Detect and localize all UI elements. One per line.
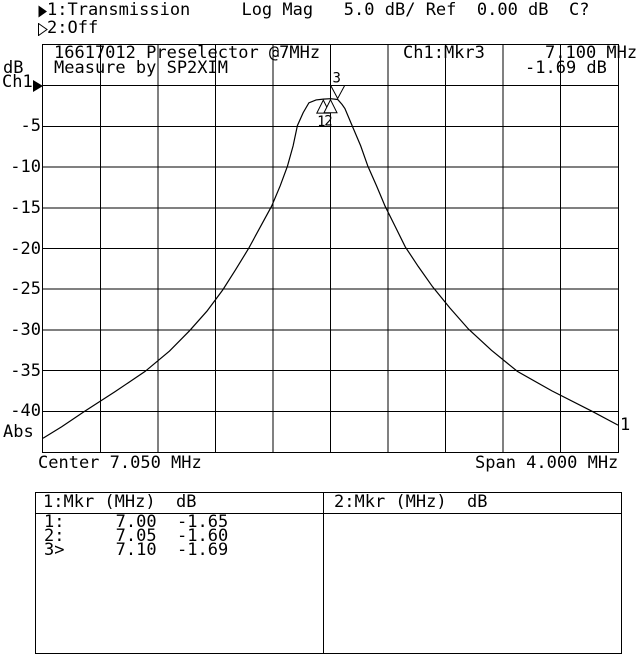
marker-table-header-divider [36, 513, 621, 514]
y-axis-label: -5 [20, 116, 41, 137]
active-marker-triangle-icon [329, 84, 346, 100]
marker-readout-frequency: 7.100 MHz [545, 43, 638, 63]
trace-number-label: 1 [620, 415, 631, 435]
y-axis-label: -35 [10, 360, 41, 381]
y-axis-unit: dB [3, 58, 24, 78]
x-axis-center-label: Center 7.050 MHz [38, 453, 202, 473]
status-line-ch1: 1:Transmission Log Mag 5.0 dB/ Ref 0.00 … [47, 0, 590, 20]
graph-title-line1: 16617012 Preselector @7MHz [54, 43, 321, 63]
marker-table-column-divider [323, 493, 324, 653]
y-axis-channel: Ch1 [2, 72, 33, 92]
marker-table-rows: 1: 7.00 -1.65 2: 7.05 -1.60 3> 7.10 -1.6… [44, 512, 229, 560]
marker-readout-level: -1.69 dB [525, 58, 607, 78]
status-line-ch2: 2:Off [47, 18, 99, 38]
y-axis-label: -30 [10, 319, 41, 340]
y-axis-label: -10 [10, 157, 41, 178]
x-axis-span-label: Span 4.000 MHz [475, 453, 619, 473]
marker-triangle-icon [323, 98, 338, 114]
plot-border [42, 44, 619, 453]
graph-title-line2: Measure by SP2XIM [54, 58, 228, 78]
marker-readout-channel: Ch1:Mkr3 [403, 43, 485, 63]
y-axis-label: -20 [10, 238, 41, 259]
marker-table-header-2: 2:Mkr (MHz) dB [334, 492, 488, 512]
marker-number-label: 3 [332, 70, 340, 86]
marker-table: 1:Mkr (MHz) dB 2:Mkr (MHz) dB 1: 7.00 -1… [35, 492, 622, 654]
graticule-plot: 12 3 [42, 44, 619, 453]
channel1-active-icon [38, 5, 47, 18]
y-axis-label: -25 [10, 279, 41, 300]
y-axis-label: -40 [10, 401, 41, 422]
marker-table-header-1: 1:Mkr (MHz) dB [43, 492, 197, 512]
channel2-inactive-icon [38, 23, 48, 36]
reference-level-arrow-icon [33, 80, 43, 92]
y-axis-abs-label: Abs [3, 422, 34, 442]
marker-number-label: 2 [324, 114, 332, 130]
y-axis-label: -15 [10, 197, 41, 218]
marker-number-label: 1 [317, 114, 325, 130]
